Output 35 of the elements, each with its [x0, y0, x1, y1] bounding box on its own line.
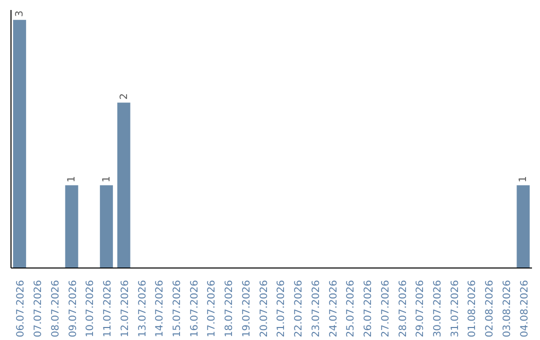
x-tick-label: 06.07.2026 — [16, 280, 27, 338]
x-tick-label: 16.07.2026 — [189, 280, 200, 338]
x-tick-label: 04.08.2026 — [519, 280, 530, 338]
x-tick-label: 15.07.2026 — [172, 280, 183, 338]
x-tick-label: 19.07.2026 — [241, 280, 252, 338]
x-tick-label: 27.07.2026 — [380, 280, 392, 338]
x-tick-label: 09.07.2026 — [68, 280, 79, 338]
x-tick-label: 29.07.2026 — [415, 280, 426, 338]
data-label: 1 — [101, 176, 112, 182]
x-tick-label: 20.07.2026 — [258, 280, 270, 338]
x-tick-label: 22.07.2026 — [294, 280, 305, 338]
x-tick-label: 25.07.2026 — [346, 280, 357, 338]
x-tick-label: 13.07.2026 — [137, 280, 148, 338]
x-tick-label: 23.07.2026 — [310, 280, 322, 338]
x-tick-label: 01.08.2026 — [467, 280, 478, 338]
data-label: 2 — [118, 93, 130, 100]
data-label: 1 — [518, 176, 530, 182]
x-tick-label: 28.07.2026 — [398, 280, 409, 338]
x-tick-label: 18.07.2026 — [224, 280, 236, 338]
x-tick-label: 21.07.2026 — [276, 280, 288, 338]
x-tick-label: 07.07.2026 — [33, 280, 44, 338]
data-label: 3 — [14, 10, 26, 17]
x-tick-label: 26.07.2026 — [363, 280, 374, 338]
x-tick-label: 14.07.2026 — [154, 280, 166, 338]
x-tick-label: 11.07.2026 — [102, 280, 114, 338]
data-label: 1 — [66, 176, 78, 182]
x-tick-label: 31.07.2026 — [450, 280, 461, 338]
x-tick-label: 10.07.2026 — [85, 280, 96, 338]
x-tick-label: 08.07.2026 — [50, 280, 62, 338]
x-tick-label: 02.08.2026 — [484, 280, 496, 338]
x-tick-label: 03.08.2026 — [502, 280, 513, 338]
x-tick-label: 24.07.2026 — [328, 280, 340, 338]
x-tick-label: 17.07.2026 — [206, 280, 218, 338]
x-tick-label: 30.07.2026 — [432, 280, 444, 338]
x-tick-label: 12.07.2026 — [120, 280, 131, 338]
